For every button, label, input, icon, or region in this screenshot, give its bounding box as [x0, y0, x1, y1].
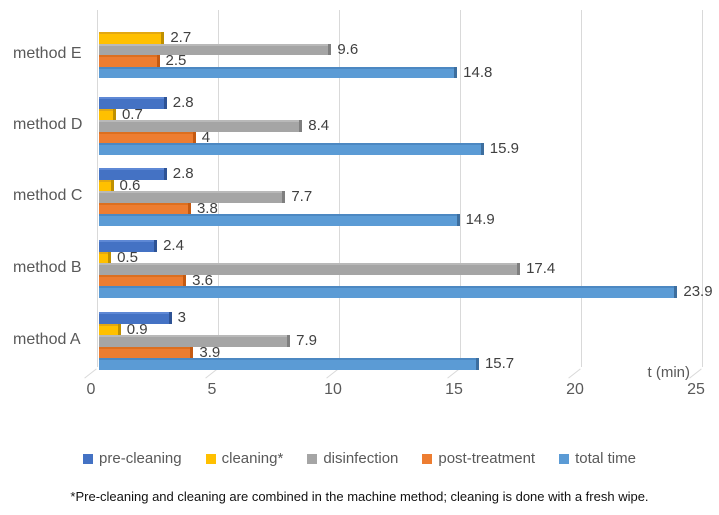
bar-value-label: 9.6: [337, 40, 359, 58]
bar-pre-cleaning: [99, 240, 158, 252]
bar-total time: [99, 286, 678, 298]
axis-tick: [84, 368, 97, 379]
legend-item: total time: [559, 450, 636, 467]
bar-value-label: 7.7: [291, 188, 313, 206]
legend-swatch-icon: [205, 453, 216, 464]
legend-item: pre-cleaning: [83, 450, 182, 467]
bar-total time: [99, 143, 484, 155]
category-label: method C: [13, 187, 83, 204]
bar-post-treatment: [99, 274, 187, 287]
bar-value-label: 0.6: [119, 176, 141, 194]
bar-disinfection: [99, 263, 521, 275]
plot-area: t (min) 0 5 10 15 20 25 method E 2.7 9.6 2.5 14.8 m…: [13, 10, 713, 398]
category-label: method E: [13, 45, 82, 62]
category-label: method A: [13, 331, 81, 348]
bar-total time: [99, 66, 458, 78]
bar-cleaning: [99, 323, 121, 336]
bar-pre-cleaning: [99, 168, 167, 180]
x-tick-label: 5: [207, 381, 217, 398]
legend: pre-cleaning cleaning* disinfection post-tr…: [0, 450, 719, 467]
bar-pre-cleaning: [99, 312, 172, 324]
bar-value-label: 15.7: [484, 355, 515, 373]
axis-tick: [447, 368, 460, 379]
bar-value-label: 3.6: [192, 271, 213, 289]
bar-value-label: 3.9: [199, 343, 221, 361]
legend-label: disinfection: [323, 450, 399, 467]
bar-value-label: 3.8: [196, 199, 218, 217]
gridline: [581, 10, 582, 367]
bar-value-label: 2.8: [172, 94, 194, 112]
bar-post-treatment: [99, 346, 194, 359]
bar-total time: [99, 214, 460, 226]
legend-item: cleaning*: [205, 450, 284, 467]
bar-cleaning: [99, 251, 112, 264]
bar-value-label: 4: [201, 128, 211, 146]
x-tick-label: 20: [566, 381, 584, 398]
gridline: [702, 10, 703, 367]
axis-tick: [326, 368, 339, 379]
bar-value-label: 7.9: [296, 332, 318, 350]
bar-value-label: 17.4: [526, 260, 556, 278]
axis-tick: [689, 368, 702, 379]
legend-item: post-treatment: [422, 450, 535, 467]
legend-label: pre-cleaning: [99, 450, 182, 467]
x-tick-label: 10: [324, 381, 342, 398]
bar-cleaning: [99, 32, 165, 44]
bar-pre-cleaning: [99, 97, 167, 109]
footnote: *Pre-cleaning and cleaning are combined …: [70, 489, 649, 504]
legend-label: cleaning*: [221, 450, 284, 467]
bar-value-label: 2.4: [163, 237, 184, 255]
bar-post-treatment: [99, 202, 191, 215]
legend-item: disinfection: [307, 450, 398, 467]
x-tick-label: 15: [445, 381, 463, 398]
bar-cleaning: [99, 179, 114, 192]
x-tick-label: 25: [687, 381, 705, 398]
legend-swatch-icon: [83, 453, 94, 464]
axis-tick: [568, 368, 581, 379]
gridline: [218, 10, 219, 367]
gridline: [339, 10, 340, 367]
x-axis-title: t (min): [647, 364, 691, 381]
bar-value-label: 3: [177, 309, 186, 327]
bar-value-label: 14.9: [465, 211, 495, 229]
bar-disinfection: [99, 191, 286, 203]
bar-value-label: 14.8: [463, 63, 493, 81]
legend-label: post-treatment: [438, 450, 536, 467]
bar-value-label: 23.9: [683, 283, 713, 301]
bar-value-label: 0.7: [121, 105, 143, 123]
bar-value-label: 2.8: [172, 165, 194, 183]
x-tick-label: 0: [86, 381, 96, 398]
bar-value-label: 2.7: [170, 29, 192, 46]
legend-label: total time: [575, 450, 636, 467]
bar-disinfection: [99, 335, 291, 347]
legend-swatch-icon: [307, 453, 318, 464]
axis-tick: [205, 368, 218, 379]
bar-disinfection: [99, 120, 303, 132]
category-label: method B: [13, 259, 82, 276]
bar-value-label: 8.4: [308, 117, 330, 135]
bar-value-label: 2.5: [165, 52, 187, 69]
bar-value-label: 0.9: [126, 320, 148, 338]
gridline: [97, 10, 98, 367]
bar-post-treatment: [99, 55, 160, 67]
bar-post-treatment: [99, 131, 196, 144]
bar-cleaning: [99, 108, 116, 121]
bar-value-label: 15.9: [489, 140, 519, 158]
bar-disinfection: [99, 43, 332, 55]
legend-swatch-icon: [559, 453, 570, 464]
gridline: [460, 10, 461, 367]
bar-value-label: 0.5: [117, 248, 138, 266]
category-label: method D: [13, 116, 83, 133]
bar-total time: [99, 358, 479, 370]
legend-swatch-icon: [422, 453, 433, 464]
